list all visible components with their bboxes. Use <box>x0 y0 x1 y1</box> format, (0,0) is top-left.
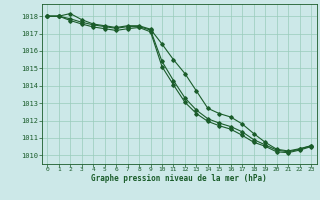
X-axis label: Graphe pression niveau de la mer (hPa): Graphe pression niveau de la mer (hPa) <box>91 174 267 183</box>
